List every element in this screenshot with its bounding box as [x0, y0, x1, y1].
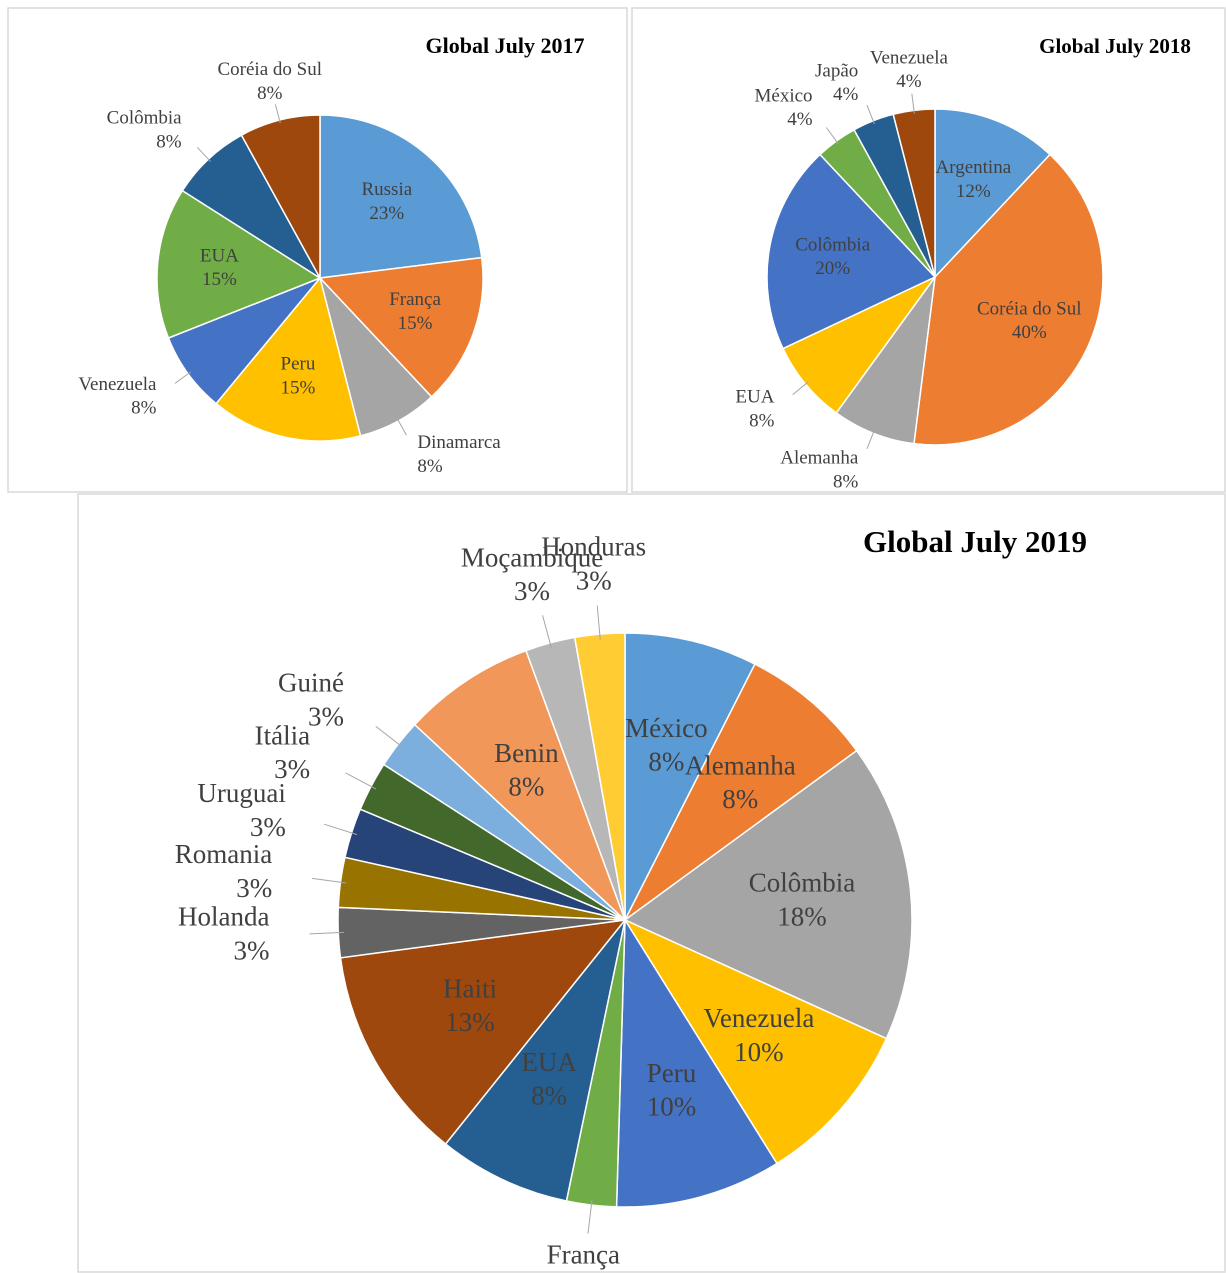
chart-title: Global July 2019 [863, 524, 1087, 559]
pie-slice [215, 276, 362, 442]
slice-label: Venezuela [703, 1003, 814, 1033]
leader-line [866, 104, 875, 125]
slice-label: Dinamarca [417, 432, 501, 453]
slice-label: Alemanha [780, 448, 859, 469]
slice-value-label: 4% [833, 84, 859, 105]
slice-label: Benin [494, 738, 559, 768]
slice-value-label: 8% [722, 784, 758, 814]
slice-value-label: 15% [281, 377, 316, 398]
pie-slice [444, 919, 626, 1202]
leader-line [309, 931, 345, 935]
chart-title: Global July 2018 [1039, 34, 1191, 58]
slice-value-label: 3% [576, 565, 612, 595]
slice-value-label: 3% [233, 935, 269, 965]
leader-line [375, 725, 404, 748]
slice-label: EUA [200, 245, 239, 266]
slice-label: Coréia do Sul [217, 59, 322, 80]
slice-label: Colômbia [795, 234, 871, 255]
slice-label: EUA [521, 1047, 577, 1077]
slice-value-label: 3% [308, 701, 344, 731]
slice-value-label: 3% [274, 754, 310, 784]
slice-label: México [755, 85, 813, 106]
slice-value-label: 8% [257, 83, 283, 104]
slice-label: Coréia do Sul [977, 298, 1082, 319]
slice-label: Itália [255, 720, 310, 750]
slice-value-label: 3% [250, 812, 286, 842]
slice-value-label: 40% [1012, 322, 1047, 343]
pie-slice [339, 919, 627, 1146]
pie-slice [624, 663, 858, 921]
slice-value-label: 8% [648, 747, 684, 777]
leader-line [196, 146, 212, 162]
slice-label: Haiti [443, 973, 497, 1003]
leader-line [396, 417, 407, 436]
slice-label: Venezuela [870, 47, 949, 68]
slice-value-label: 12% [956, 181, 991, 202]
chart-title: Global July 2017 [426, 33, 585, 58]
slice-value-label: 8% [531, 1081, 567, 1111]
pie-slice [615, 917, 778, 1208]
slice-value-label: 10% [734, 1037, 784, 1067]
leader-line [174, 371, 192, 384]
slice-value-label: 10% [647, 1092, 697, 1122]
leader-line [825, 127, 839, 145]
slice-label: Colômbia [107, 108, 183, 129]
slice-label: EUA [735, 387, 774, 408]
slice-label: França [389, 289, 441, 310]
slice-label: Honduras [541, 532, 646, 562]
slice-value-label: 8% [833, 471, 859, 492]
pie-slice [156, 189, 322, 339]
slice-label: Guiné [278, 668, 344, 698]
slice-label: Colômbia [749, 868, 856, 898]
slice-value-label: 8% [417, 456, 443, 477]
leader-line [324, 823, 358, 836]
slice-label: Japão [815, 60, 858, 81]
pie-slice [318, 256, 484, 398]
pie-slice [624, 632, 756, 921]
leader-line [866, 429, 875, 450]
slice-label: Uruguai [197, 778, 285, 808]
slice-label: Venezuela [78, 374, 157, 395]
slice-value-label: 15% [202, 269, 237, 290]
slice-label: Peru [281, 354, 316, 375]
slice-value-label: 4% [787, 109, 813, 130]
slice-value-label: 8% [749, 410, 775, 431]
slice-value-label: 20% [815, 258, 850, 279]
slice-label: Peru [647, 1058, 697, 1088]
leader-line [596, 605, 601, 640]
pie-slice [766, 153, 937, 350]
slice-value-label: 4% [896, 71, 922, 92]
slice-value-label: 8% [156, 131, 182, 152]
pie-slice [934, 108, 1052, 279]
leader-line [542, 615, 553, 649]
pie-slice [413, 649, 626, 921]
pie-slice [913, 153, 1104, 446]
leader-line [911, 93, 915, 114]
slice-label: Moçambique [461, 542, 603, 572]
slice-value-label: 3% [514, 576, 550, 606]
pie-slice [623, 749, 913, 1040]
leader-line [311, 877, 347, 884]
pie-slice [623, 918, 888, 1165]
slice-value-label: 23% [369, 203, 404, 224]
slice-value-label: 3% [236, 873, 272, 903]
slice-value-label: 15% [398, 313, 433, 334]
leader-line [792, 381, 809, 396]
leader-line [345, 772, 377, 790]
slice-label: França [547, 1239, 620, 1269]
slice-value-label: 8% [131, 398, 157, 419]
slice-value-label: 8% [508, 772, 544, 802]
slice-label: Russia [361, 179, 412, 200]
leader-line [587, 1199, 593, 1234]
slice-value-label: 13% [445, 1007, 495, 1037]
leader-line [274, 104, 281, 124]
slice-label: Alemanha [685, 750, 796, 780]
slice-label: Argentina [936, 157, 1012, 178]
slice-label: México [625, 713, 707, 743]
slice-label: Romania [175, 839, 272, 869]
slice-label: Holanda [178, 902, 269, 932]
pie-slice [319, 114, 483, 279]
slice-value-label: 18% [777, 901, 827, 931]
